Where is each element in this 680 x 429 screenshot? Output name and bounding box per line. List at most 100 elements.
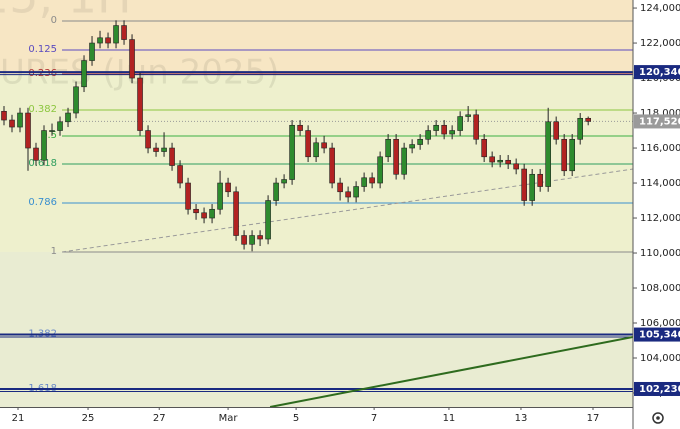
price-label-box [634,65,680,80]
y-tick-label: 124,000 [640,3,680,14]
zone-middle [0,74,633,252]
candle-body [73,86,79,114]
y-tick-label: 108,000 [640,283,680,294]
candle-body [361,177,367,187]
price-label-box [634,327,680,342]
candle-body [433,124,439,131]
candle-body [577,117,583,140]
candle-body [209,208,215,219]
candle-body [57,121,63,131]
candle-body [545,121,551,187]
trend-line [269,336,633,407]
x-tick-label: Mar [219,413,239,424]
price-label-box [634,381,680,396]
candle-body [393,138,399,175]
candle-body [129,39,135,79]
candle-body [145,130,151,149]
candle-body [497,159,503,163]
candle-body [337,182,343,193]
candle-body [41,130,47,161]
price-label: 120,340 [639,67,680,78]
plot-area: 25, 1HURES (Jun 2025)00.1250.2360.3820.5… [0,0,633,407]
fib-label: 0.618 [28,158,57,169]
candle-body [265,200,271,240]
y-tick-label: 122,000 [640,38,680,49]
x-tick-label: 5 [293,413,299,424]
fib-label: 0.382 [28,104,57,115]
candle-body [313,142,319,158]
candle-body [513,163,519,170]
candle-body [177,165,183,184]
candle-body [89,42,95,61]
candle-body [233,191,239,236]
candle-body [193,208,199,214]
fib-label: 0.786 [28,197,57,208]
y-tick-label: 112,000 [640,213,680,224]
candle-body [425,130,431,140]
zone-upper [0,0,633,75]
candle-body [377,156,383,184]
candle-body [297,124,303,131]
candle-body [553,121,559,140]
candle-body [409,144,415,149]
y-tick-label: 116,000 [640,143,680,154]
price-label: 102,230 [639,384,680,395]
candle-body [401,147,407,175]
candle-body [353,186,359,198]
candle-body [321,142,327,149]
candle-body [1,110,7,121]
candle-body [249,235,255,245]
candle-body [217,182,223,210]
candle-body [537,173,543,187]
candle-body [33,147,39,161]
x-tick-label: 7 [371,413,377,424]
x-tick-label: 27 [153,413,166,424]
settings-hub [656,416,660,420]
candle-body [417,138,423,145]
candle-body [137,77,143,131]
candle-body [169,147,175,166]
candle-body [17,112,23,128]
candle-body [161,147,167,152]
candle-body [201,212,207,219]
candle-body [9,119,15,128]
fib-label: 0.5 [41,130,57,141]
candle-body [441,124,447,135]
y-tick-label: 106,000 [640,318,680,329]
x-tick-label: 17 [587,413,600,424]
candle-body [369,177,375,184]
trend-line [61,168,633,253]
candle-body [273,182,279,201]
candle-body [473,114,479,140]
y-tick-label: 110,000 [640,248,680,259]
candle-body [505,159,511,165]
candle-body [561,138,567,172]
fib-label: 0.125 [28,44,57,55]
fib-label: 0 [51,15,57,26]
fib-label: 0.236 [28,68,57,79]
candle-body [49,130,55,132]
settings-gear[interactable] [652,412,664,424]
fib-label: 1 [51,246,57,257]
candle-body [569,138,575,172]
settings-icon[interactable] [652,412,664,424]
price-label: 117,520 [639,116,680,127]
candle-body [121,25,127,40]
candle-body [449,130,455,135]
candle-body [81,60,87,88]
candle-body [97,37,103,44]
candle-body [385,138,391,158]
candle-body [185,182,191,210]
x-tick-label: 25 [82,413,95,424]
candle-body [529,173,535,201]
y-tick-label: 114,000 [640,178,680,189]
candle-body [481,138,487,158]
candle-body [305,130,311,158]
x-tick-label: 11 [443,413,456,424]
y-tick-label: 118,000 [640,108,680,119]
candle-body [289,124,295,180]
candle-body [521,168,527,201]
candle-body [329,147,335,184]
x-tick-label: 13 [515,413,528,424]
